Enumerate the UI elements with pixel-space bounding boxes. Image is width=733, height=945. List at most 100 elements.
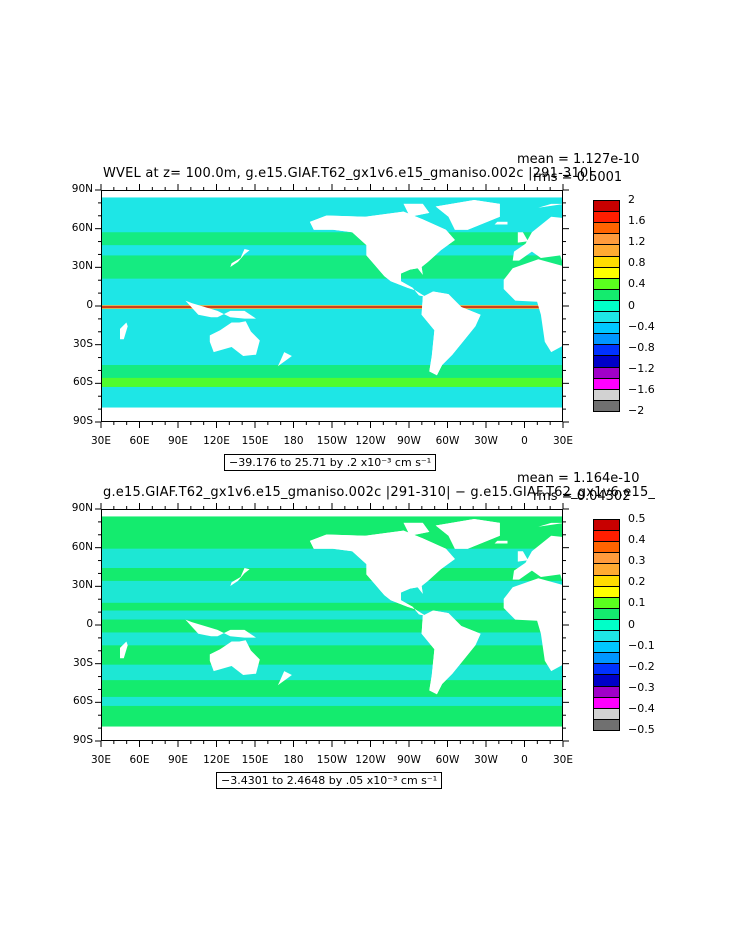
land-mask <box>503 578 562 672</box>
ocean-map <box>102 516 562 727</box>
x-tick-label: 30E <box>553 754 573 766</box>
x-tick-label: 150W <box>316 435 348 447</box>
colorbar-label: 0.4 <box>628 533 646 547</box>
land-mask <box>435 200 500 230</box>
land-mask <box>538 522 562 527</box>
colorbar-swatch <box>593 718 620 731</box>
colorbar-label: −1.2 <box>628 361 655 375</box>
value-band <box>102 306 562 308</box>
y-tick-label: 90N <box>71 183 93 195</box>
land-mask <box>494 221 508 225</box>
land-mask <box>421 291 481 376</box>
colorbar-label: 0.3 <box>628 554 646 568</box>
x-tick-label: 60W <box>435 435 460 447</box>
x-tick-label: 60W <box>435 754 460 766</box>
land-mask <box>230 249 250 267</box>
land-mask <box>277 671 292 686</box>
x-tick-label: 120W <box>355 435 386 447</box>
x-tick-label: 90E <box>168 754 188 766</box>
land-mask <box>503 259 562 353</box>
axis-ticks <box>95 184 569 428</box>
colorbar-swatch <box>593 399 620 412</box>
land-mask <box>435 519 500 549</box>
x-tick-label: 30W <box>474 754 498 766</box>
colorbar-label: 0.1 <box>628 596 646 610</box>
colorbar-label: −0.4 <box>628 319 655 333</box>
colorbar-label: 0 <box>628 617 635 631</box>
land-mask <box>494 540 508 544</box>
x-tick-label: 120E <box>203 435 230 447</box>
colorbar-label: −0.2 <box>628 659 655 673</box>
colorbar-label: −0.4 <box>628 701 655 715</box>
x-tick-label: 120E <box>203 754 230 766</box>
colorbar-label: −0.5 <box>628 723 655 736</box>
land-mask <box>120 322 128 340</box>
x-tick-label: 60E <box>129 435 150 447</box>
y-tick-label: 60N <box>71 540 93 553</box>
colorbar-label: 0.8 <box>628 256 646 270</box>
land-mask <box>209 640 260 675</box>
y-tick-label: 90N <box>71 502 93 514</box>
land-mask <box>421 610 481 695</box>
y-tick-label: 60N <box>71 221 93 234</box>
x-tick-label: 180 <box>283 435 304 447</box>
y-tick-label: 30N <box>71 260 93 273</box>
value-band <box>102 696 562 706</box>
value-band <box>102 580 562 603</box>
mean-text: mean = 1.164e-10 <box>517 471 640 486</box>
value-band <box>102 377 562 387</box>
value-band <box>102 255 562 279</box>
rms-text: rms = 0.04302 <box>533 489 631 504</box>
land-mask <box>517 232 529 243</box>
colorbar-label: 1.6 <box>628 214 646 228</box>
land-mask <box>309 530 455 616</box>
land-mask <box>309 211 455 297</box>
contour-range-label: −3.4301 to 2.4648 by .05 x10⁻³ cm s⁻¹ <box>216 772 443 789</box>
x-tick-label: 0 <box>521 435 528 447</box>
land-mask <box>538 203 562 208</box>
map-frame <box>101 190 563 422</box>
y-tick-label: 60S <box>72 376 93 389</box>
x-tick-label: 30W <box>474 435 498 447</box>
colorbar-label: 0.2 <box>628 575 646 589</box>
colorbar-label: 2 <box>628 193 635 206</box>
x-tick-label: 150E <box>241 435 269 447</box>
x-tick-label: 30E <box>553 435 573 447</box>
y-tick-label: 60S <box>72 695 93 708</box>
colorbar-label: −0.3 <box>628 680 655 694</box>
land-mask <box>403 522 430 536</box>
colorbar-label: −2 <box>628 404 645 417</box>
colorbar-label: 0 <box>628 298 635 312</box>
colorbar-label: −0.1 <box>628 638 655 652</box>
colorbar-label: −1.6 <box>628 382 655 396</box>
x-tick-label: 30E <box>91 435 111 447</box>
colorbar-label: 0.4 <box>628 277 646 291</box>
y-tick-label: 0 <box>86 618 93 630</box>
ocean-map <box>102 197 562 408</box>
x-tick-label: 120W <box>355 754 386 766</box>
x-tick-label: 180 <box>283 754 304 766</box>
land-mask <box>277 352 292 367</box>
y-tick-label: 90S <box>72 415 93 427</box>
mean-text: mean = 1.127e-10 <box>517 152 640 167</box>
plot-title: g.e15.GIAF.T62_gx1v6.e15_gmaniso.002c |2… <box>103 485 656 500</box>
y-tick-label: 0 <box>86 299 93 311</box>
land-mask <box>185 300 256 319</box>
x-tick-label: 90E <box>168 435 188 447</box>
map-frame <box>101 509 563 741</box>
y-tick-label: 90S <box>72 734 93 746</box>
plot-title: WVEL at z= 100.0m, g.e15.GIAF.T62_gx1v6.… <box>103 166 593 181</box>
contour-range-label: −39.176 to 25.71 by .2 x10⁻³ cm s⁻¹ <box>224 454 437 471</box>
x-tick-label: 150W <box>316 754 348 766</box>
land-mask <box>403 203 430 217</box>
colorbar-label: 0.5 <box>628 512 646 525</box>
land-mask <box>230 568 250 586</box>
y-tick-label: 30S <box>72 337 93 350</box>
x-tick-label: 60E <box>129 754 150 766</box>
y-tick-label: 30N <box>71 579 93 592</box>
x-tick-label: 90W <box>397 754 421 766</box>
land-mask <box>209 321 260 356</box>
x-tick-label: 30E <box>91 754 111 766</box>
